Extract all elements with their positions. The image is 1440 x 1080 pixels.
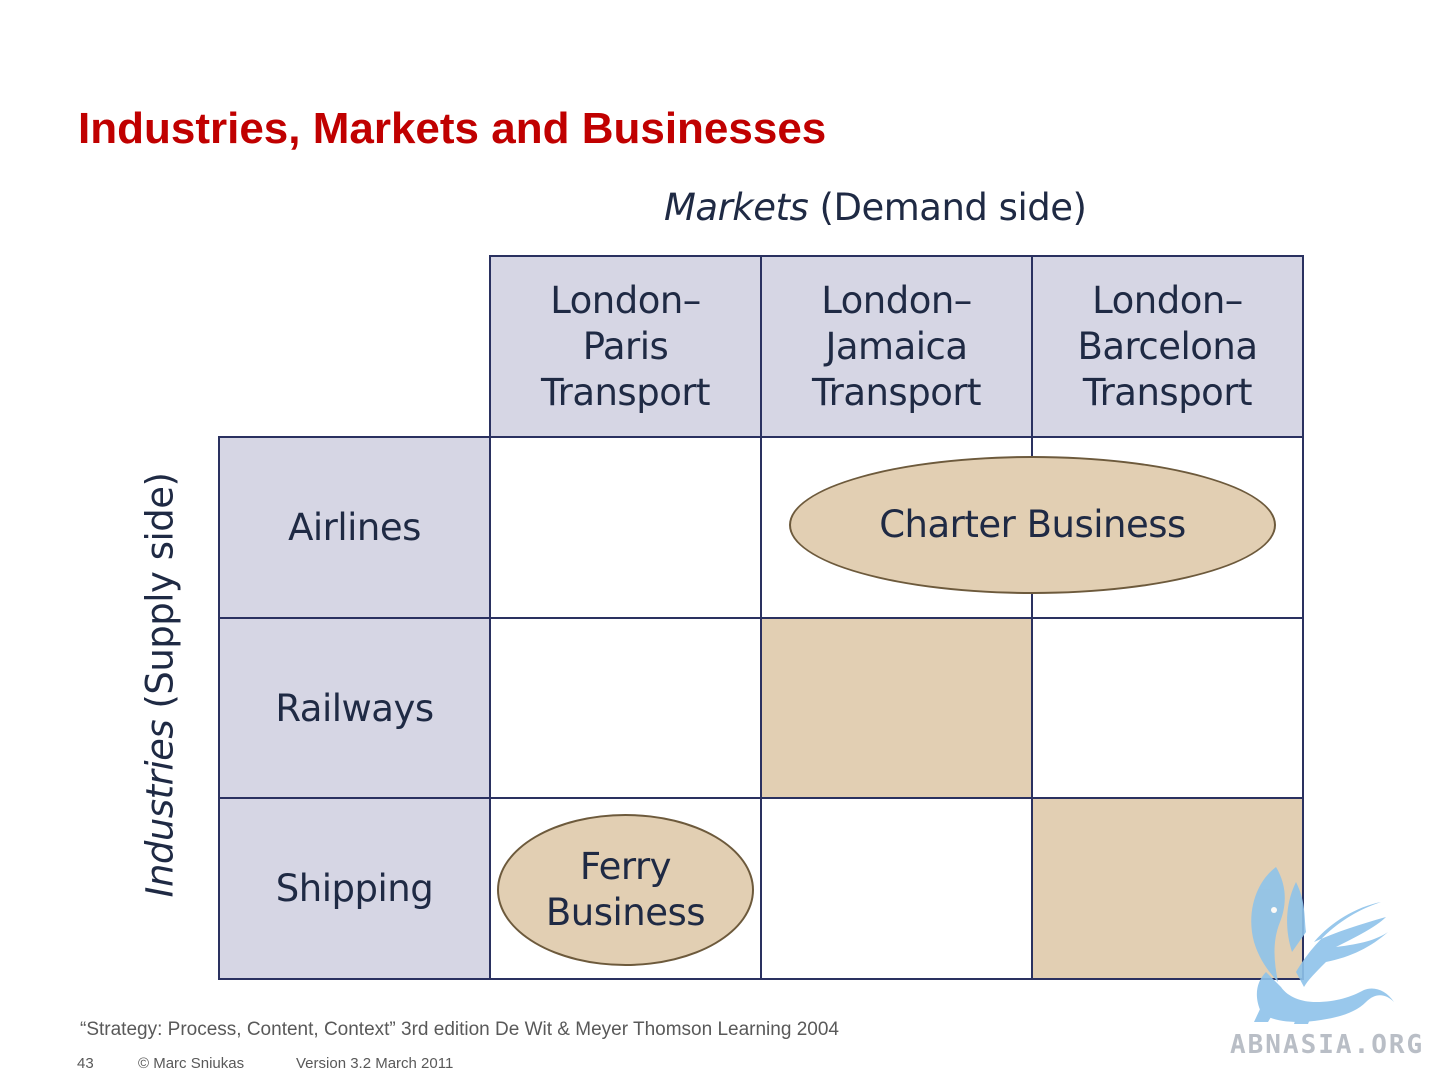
column-header-line: Transport xyxy=(540,370,711,414)
grid-cell-airlines-paris xyxy=(489,436,762,619)
source-citation: “Strategy: Process, Content, Context” 3r… xyxy=(80,1019,839,1040)
grid-cell-railways-paris xyxy=(489,617,762,800)
slide-title: Industries, Markets and Businesses xyxy=(78,104,827,153)
column-header-london-jamaica: London– Jamaica Transport xyxy=(760,255,1033,438)
charter-business-label: Charter Business xyxy=(879,503,1186,546)
watermark-text: ABNASIA.ORG xyxy=(1230,1030,1425,1060)
column-header-line: Transport xyxy=(1082,370,1253,414)
column-header-london-barcelona: London– Barcelona Transport xyxy=(1031,255,1304,438)
row-header-label: Shipping xyxy=(275,867,434,910)
copyright: © Marc Sniukas xyxy=(138,1055,245,1072)
charter-business-oval: Charter Business xyxy=(789,456,1276,594)
griffin-logo-icon xyxy=(1251,867,1394,1024)
ferry-business-label-line2: Business xyxy=(545,891,706,934)
industries-axis-rest: (Supply side) xyxy=(138,472,182,720)
industries-axis-emphasis: Industries xyxy=(138,719,182,898)
grid-cell-railways-barcelona xyxy=(1031,617,1304,800)
version-label: Version 3.2 March 2011 xyxy=(296,1055,454,1072)
row-header-shipping: Shipping xyxy=(218,797,491,980)
column-header-line: London– xyxy=(821,278,972,322)
grid-cell-railways-jamaica xyxy=(760,617,1033,800)
column-header-line: London– xyxy=(1092,278,1243,322)
page-number: 43 xyxy=(77,1055,94,1072)
row-header-airlines: Airlines xyxy=(218,436,491,619)
row-header-railways: Railways xyxy=(218,617,491,800)
row-header-label: Railways xyxy=(275,687,434,730)
industries-axis-label: Industries (Supply side) xyxy=(139,473,182,898)
ferry-business-label-line1: Ferry xyxy=(579,845,672,888)
markets-axis-label: Markets (Demand side) xyxy=(664,186,1087,229)
markets-axis-emphasis: Markets xyxy=(664,186,809,229)
row-header-label: Airlines xyxy=(288,506,421,549)
column-header-line: Paris xyxy=(582,324,669,368)
column-header-line: London– xyxy=(550,278,701,322)
column-header-line: Jamaica xyxy=(825,324,968,368)
column-header-london-paris: London– Paris Transport xyxy=(489,255,762,438)
markets-axis-rest: (Demand side) xyxy=(808,186,1087,229)
column-header-line: Transport xyxy=(811,370,982,414)
ferry-business-oval: Ferry Business xyxy=(497,814,754,966)
grid-cell-shipping-jamaica xyxy=(760,797,1033,980)
column-header-line: Barcelona xyxy=(1077,324,1258,368)
